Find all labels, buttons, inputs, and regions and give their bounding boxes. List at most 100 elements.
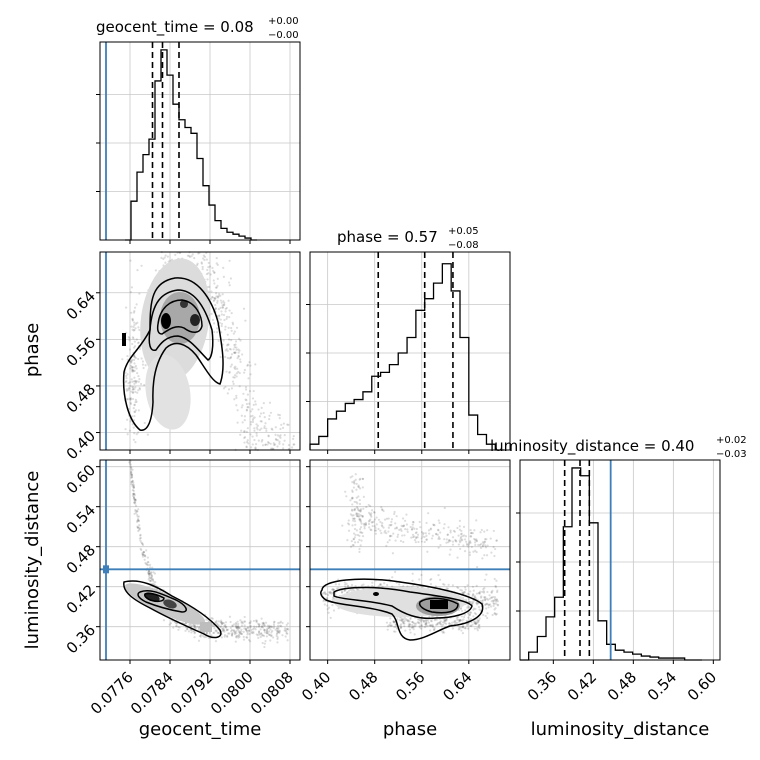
sample-point: [466, 605, 469, 608]
sample-point: [351, 496, 354, 499]
sample-point: [469, 611, 472, 614]
sample-point: [254, 628, 257, 631]
sample-point: [245, 409, 248, 412]
sample-point: [131, 370, 134, 373]
sample-point: [153, 572, 157, 575]
sample-point: [405, 513, 408, 516]
sample-point: [337, 578, 340, 581]
sample-point: [134, 386, 137, 389]
sample-point: [381, 508, 384, 511]
sample-point: [257, 408, 260, 411]
sample-point: [127, 387, 130, 390]
sample-point: [362, 495, 365, 498]
sample-point: [352, 532, 356, 535]
sample-point: [228, 316, 231, 319]
sample-point: [280, 625, 283, 628]
sample-point: [381, 525, 384, 528]
sample-point: [190, 631, 193, 634]
sample-point: [233, 343, 236, 347]
sample-point: [132, 407, 135, 410]
sample-point: [389, 617, 392, 620]
sample-point: [232, 382, 235, 385]
sample-point: [130, 473, 133, 477]
sample-point: [446, 533, 449, 536]
sample-point: [139, 536, 142, 540]
sample-point: [130, 481, 133, 484]
sample-point: [485, 554, 489, 557]
sample-point: [220, 636, 223, 639]
sample-point: [425, 538, 428, 541]
sample-point: [256, 424, 259, 427]
sample-point: [351, 490, 354, 493]
sample-point: [276, 438, 279, 442]
sample-point: [142, 366, 145, 370]
sample-point: [473, 627, 476, 630]
sample-point: [220, 322, 224, 325]
sample-point: [138, 347, 141, 351]
sample-point: [274, 433, 277, 437]
sample-point: [469, 624, 472, 627]
svg-text:luminosity_distance = 0.40: luminosity_distance = 0.40: [490, 437, 694, 456]
sample-point: [128, 339, 131, 342]
sample-point: [264, 443, 267, 447]
tick-label-x-2: 0.0792: [167, 668, 217, 718]
sample-point: [221, 622, 224, 625]
sample-point: [360, 531, 363, 534]
sample-point: [133, 321, 136, 324]
sample-point: [422, 619, 426, 623]
sample-point: [224, 328, 227, 331]
sample-point: [435, 533, 438, 536]
sample-point: [387, 517, 390, 520]
sample-point: [252, 628, 255, 631]
sample-point: [134, 504, 138, 507]
sample-point: [425, 619, 428, 622]
sample-point: [235, 348, 238, 351]
sample-point: [472, 615, 475, 618]
sample-point: [411, 626, 414, 629]
sample-point: [188, 255, 191, 259]
ylabel-phase: phase: [22, 323, 43, 377]
sample-point: [471, 601, 474, 605]
sample-point: [480, 542, 483, 546]
contour-inner: [156, 299, 203, 335]
sample-point: [242, 638, 246, 641]
sample-point: [443, 631, 446, 634]
sample-point: [226, 628, 230, 631]
sample-point: [249, 373, 252, 376]
sample-point: [200, 633, 203, 636]
sample-point: [219, 299, 223, 302]
sample-point: [358, 518, 361, 521]
sample-point: [484, 598, 487, 601]
sample-point: [332, 609, 336, 612]
sample-point: [256, 428, 259, 431]
sample-point: [133, 498, 136, 501]
sample-point: [247, 406, 250, 409]
sample-point: [236, 367, 239, 370]
sample-point: [131, 483, 134, 486]
sample-point: [132, 370, 135, 373]
sample-point: [441, 631, 444, 634]
density-region: [145, 354, 191, 430]
sample-point: [129, 462, 132, 466]
sample-point: [393, 527, 397, 530]
tick-label-y-2: 0.48: [63, 541, 99, 577]
sample-point: [133, 403, 136, 406]
sample-point: [235, 346, 238, 349]
sample-point: [410, 528, 414, 531]
sample-point: [357, 508, 360, 511]
sample-point: [412, 628, 415, 631]
sample-point: [234, 365, 237, 368]
sample-point: [480, 528, 483, 532]
sample-point: [326, 593, 330, 597]
sample-point: [416, 533, 420, 536]
sample-point: [413, 625, 416, 628]
sample-point: [458, 626, 461, 629]
sample-point: [442, 582, 445, 586]
sample-point: [432, 523, 435, 527]
sample-point: [237, 622, 240, 626]
sample-point: [451, 627, 454, 630]
sample-point: [220, 621, 223, 624]
sample-point: [126, 433, 129, 436]
sample-point: [412, 521, 415, 524]
sample-point: [418, 578, 421, 581]
